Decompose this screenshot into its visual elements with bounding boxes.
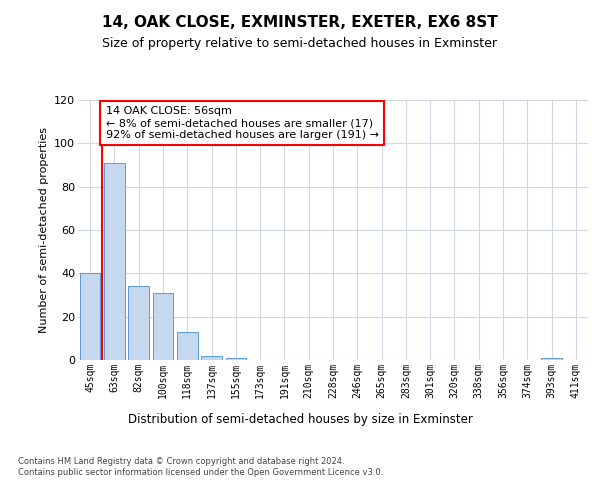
Bar bbox=[104, 163, 125, 360]
Text: Distribution of semi-detached houses by size in Exminster: Distribution of semi-detached houses by … bbox=[128, 412, 472, 426]
Bar bbox=[177, 332, 197, 360]
Bar bbox=[201, 356, 222, 360]
Bar bbox=[541, 358, 562, 360]
Y-axis label: Number of semi-detached properties: Number of semi-detached properties bbox=[38, 127, 49, 333]
Text: Size of property relative to semi-detached houses in Exminster: Size of property relative to semi-detach… bbox=[103, 38, 497, 51]
Text: Contains HM Land Registry data © Crown copyright and database right 2024.
Contai: Contains HM Land Registry data © Crown c… bbox=[18, 458, 383, 477]
Text: 14 OAK CLOSE: 56sqm
← 8% of semi-detached houses are smaller (17)
92% of semi-de: 14 OAK CLOSE: 56sqm ← 8% of semi-detache… bbox=[106, 106, 379, 140]
Bar bbox=[226, 358, 246, 360]
Bar bbox=[80, 274, 100, 360]
Text: 14, OAK CLOSE, EXMINSTER, EXETER, EX6 8ST: 14, OAK CLOSE, EXMINSTER, EXETER, EX6 8S… bbox=[102, 15, 498, 30]
Bar bbox=[152, 293, 173, 360]
Bar bbox=[128, 286, 149, 360]
